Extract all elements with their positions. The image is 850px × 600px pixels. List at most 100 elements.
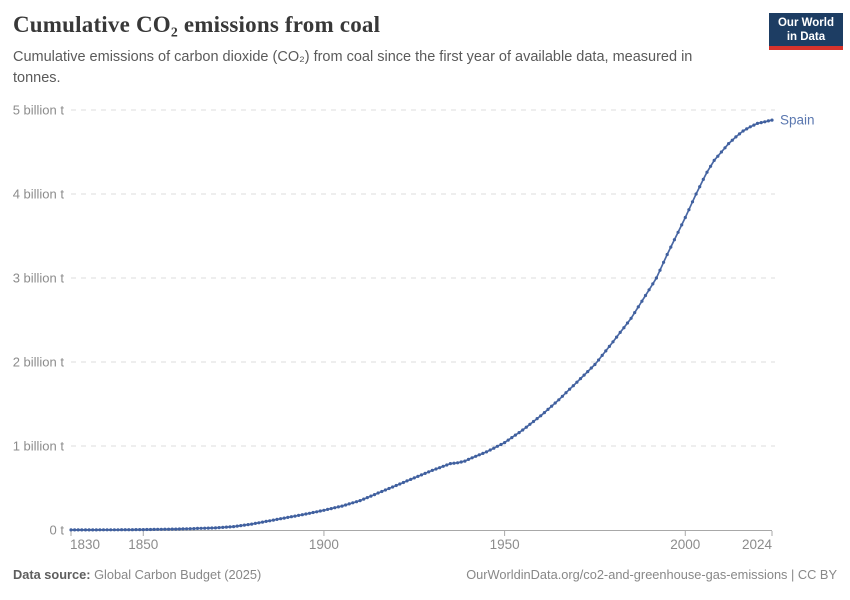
series-point xyxy=(221,525,225,530)
series-point xyxy=(716,154,720,158)
series-point xyxy=(470,456,474,460)
series-point xyxy=(755,121,760,125)
page-title: Cumulative CO₂ emissions from coal xyxy=(13,12,381,37)
series-line-spain[interactable] xyxy=(71,119,773,531)
series-point xyxy=(438,466,442,470)
series-point xyxy=(459,460,463,464)
series-point xyxy=(521,428,525,432)
series-point xyxy=(730,138,734,142)
series-point xyxy=(394,483,398,488)
series-point xyxy=(748,125,752,129)
series-point xyxy=(568,387,572,391)
series-point xyxy=(434,467,438,471)
series-point xyxy=(466,457,471,461)
entity-label-spain[interactable]: Spain xyxy=(780,113,815,128)
series-point xyxy=(734,135,738,139)
y-tick-label: 4 billion t xyxy=(13,187,65,202)
series-point xyxy=(499,442,503,447)
series-point xyxy=(344,503,348,507)
series-point xyxy=(376,491,380,495)
series-point xyxy=(83,528,88,532)
series-point xyxy=(123,528,127,532)
series-point xyxy=(654,276,659,280)
series-point xyxy=(542,411,547,415)
series-point xyxy=(134,528,138,532)
series-point xyxy=(477,453,481,457)
series-point xyxy=(430,468,434,472)
series-point xyxy=(289,515,293,519)
series-point xyxy=(593,362,597,367)
series-point xyxy=(401,480,405,485)
chart-footer: Data source: Global Carbon Budget (2025)… xyxy=(13,567,837,582)
series-point xyxy=(495,444,499,448)
series-point xyxy=(723,146,727,150)
series-point xyxy=(145,527,149,532)
series-point xyxy=(167,527,171,531)
series-point xyxy=(647,288,651,292)
series-point xyxy=(109,528,113,532)
series-point xyxy=(383,488,387,492)
owid-logo[interactable]: Our World in Data xyxy=(768,13,843,51)
series-point xyxy=(615,335,619,339)
series-point xyxy=(69,528,73,532)
series-point xyxy=(752,123,756,127)
series-point xyxy=(336,505,340,509)
series-point xyxy=(658,268,662,272)
series-point xyxy=(622,326,626,330)
series-point xyxy=(242,523,246,527)
series-point xyxy=(152,527,156,532)
series-point xyxy=(423,471,427,475)
series-point xyxy=(275,517,279,522)
series-point xyxy=(481,451,485,455)
series-point xyxy=(759,121,763,125)
series-point xyxy=(398,482,402,486)
series-point xyxy=(210,526,214,530)
series-point xyxy=(578,377,583,381)
series-point xyxy=(770,118,774,122)
series-point xyxy=(307,511,312,515)
series-point xyxy=(94,528,98,532)
series-point xyxy=(224,525,228,529)
y-tick-label: 2 billion t xyxy=(13,355,65,370)
series-point xyxy=(604,349,608,353)
owid-credit-link[interactable]: OurWorldinData.org/co2-and-greenhouse-ga… xyxy=(466,567,837,582)
series-point xyxy=(492,446,496,450)
series-point xyxy=(607,344,612,348)
series-point xyxy=(80,528,84,532)
series-point xyxy=(636,305,640,309)
series-point xyxy=(322,508,326,512)
series-point xyxy=(213,526,218,530)
series-point xyxy=(484,450,489,454)
series-point xyxy=(575,380,579,384)
x-tick-label: 2000 xyxy=(670,537,700,552)
series-point xyxy=(680,223,684,227)
series-point xyxy=(640,299,644,303)
line-chart: 0 t 1 billion t 2 billion t 3 billion t 4 bi… xyxy=(13,103,815,553)
series-point xyxy=(745,127,749,131)
series-point xyxy=(286,515,290,520)
series-point xyxy=(694,192,698,196)
series-point xyxy=(546,407,550,411)
data-source-value: Global Carbon Budget (2025) xyxy=(90,567,262,582)
series-point xyxy=(372,493,377,497)
series-point xyxy=(690,200,695,204)
series-point xyxy=(709,164,713,168)
series-point xyxy=(560,394,565,398)
series-point xyxy=(120,528,124,532)
series-point xyxy=(250,522,254,526)
series-point xyxy=(633,311,637,315)
series-point xyxy=(297,513,301,518)
series-point xyxy=(217,526,221,530)
series-point xyxy=(651,282,655,286)
x-tick-label: 1830 xyxy=(70,537,100,552)
series-point xyxy=(138,528,142,532)
series-point xyxy=(170,527,174,531)
series-point xyxy=(174,527,178,531)
x-tick-label: 1900 xyxy=(309,537,339,552)
series-point xyxy=(513,433,518,437)
series-point xyxy=(105,528,109,532)
series-point xyxy=(676,230,680,234)
series-point xyxy=(192,527,196,531)
series-point xyxy=(315,510,319,514)
y-tick-label: 1 billion t xyxy=(13,439,65,454)
